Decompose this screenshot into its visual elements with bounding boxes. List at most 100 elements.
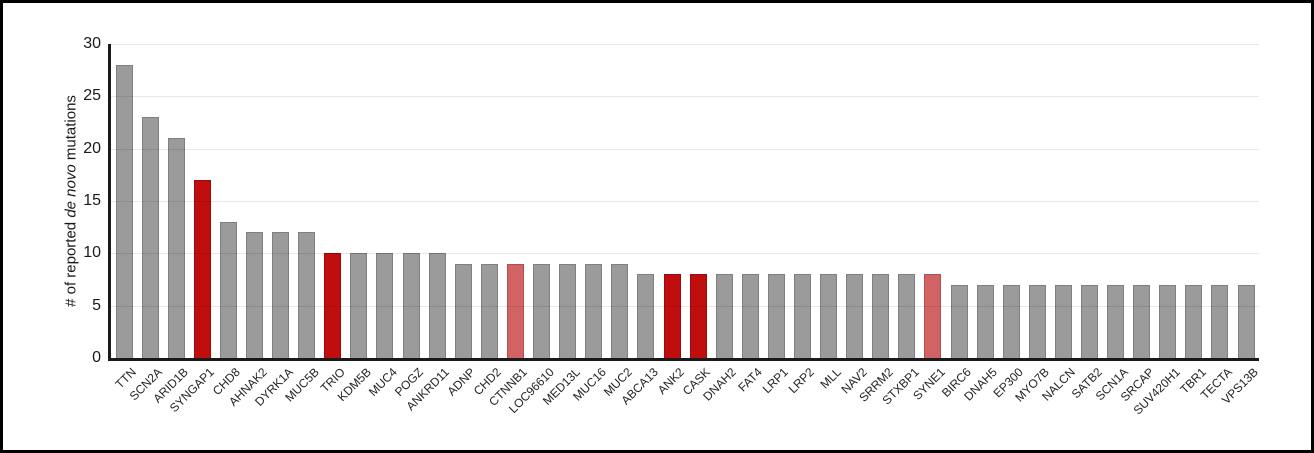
bar-chd2 xyxy=(480,263,498,358)
bar-slot: SUV420H1 xyxy=(1130,44,1183,417)
bar-dyrk1a xyxy=(272,232,290,358)
bar-slot: SRRM2 xyxy=(856,44,896,405)
bar-scn1a xyxy=(1107,284,1125,358)
gridline-15 xyxy=(111,201,1259,202)
bar-myo7b xyxy=(1028,284,1046,358)
bar-nav2 xyxy=(846,274,864,358)
bar-slot: POGZ xyxy=(392,44,426,399)
bar-slot: NALCN xyxy=(1040,44,1078,404)
bar-slot: SRCAP xyxy=(1117,44,1157,404)
bar-slot: EP300 xyxy=(991,44,1026,400)
bar-kdm5b xyxy=(350,253,368,358)
y-tick-label-5: 5 xyxy=(92,296,101,314)
bar-slot: MLL xyxy=(816,44,843,391)
bar-slot: TTN xyxy=(111,44,139,391)
bar-srcap xyxy=(1133,284,1151,358)
bar-slot: CHD8 xyxy=(210,44,243,398)
bar-syne1 xyxy=(924,274,942,358)
bar-arid1b xyxy=(167,138,185,358)
gridline-5 xyxy=(111,305,1259,307)
bar-slot: MYO7B xyxy=(1013,44,1052,405)
plot-area: TTN SCN2A ARID1B SYNGAP1 CHD8 AHNAK2 DYRK1A MUC… xyxy=(111,44,1261,417)
bar-slot: CHD2 xyxy=(471,44,504,398)
y-tick-label-30: 30 xyxy=(83,35,101,52)
bar-slot: ADNP xyxy=(445,44,478,398)
bar-slot: STXBP1 xyxy=(879,44,922,407)
bar-slot: DNAH2 xyxy=(700,44,739,404)
y-tick-label-20: 20 xyxy=(83,139,101,157)
bar-cask xyxy=(689,274,707,358)
bar-slot: LRP1 xyxy=(760,44,791,396)
y-tick-label-25: 25 xyxy=(83,87,101,105)
bar-slot: SCN1A xyxy=(1092,44,1131,403)
bar-slot: TRIO xyxy=(318,44,348,395)
bar-slot: MUC5B xyxy=(282,44,322,405)
bar-slot: NAV2 xyxy=(838,44,870,396)
y-tick-label-10: 10 xyxy=(83,244,101,262)
bar-ank2 xyxy=(663,274,681,358)
bar-slot: FAT4 xyxy=(736,44,765,395)
bar-stxbp1 xyxy=(898,274,916,358)
bar-mll xyxy=(820,274,838,358)
bar-slot: LRP2 xyxy=(786,44,817,396)
bar-slot: CTNNB1 xyxy=(487,44,530,409)
bar-ctnnb1 xyxy=(506,263,524,358)
bar-chd8 xyxy=(219,221,237,358)
y-tick-label-15: 15 xyxy=(83,192,101,209)
bar-ttn xyxy=(115,64,133,358)
bar-lrp2 xyxy=(793,274,811,358)
bar-pogz xyxy=(402,253,420,358)
bar-slot: TBR1 xyxy=(1177,44,1209,397)
bar-slot: ANK2 xyxy=(655,44,687,397)
bar-lrp1 xyxy=(767,274,785,358)
bar-slot: SYNGAP1 xyxy=(167,44,217,415)
bar-loc96610 xyxy=(533,263,551,358)
bar-muc16 xyxy=(585,263,603,358)
bar-med13l xyxy=(559,263,577,358)
bar-ahnak2 xyxy=(246,232,264,358)
bar-nalcn xyxy=(1054,284,1072,358)
bar-slot: BIRC6 xyxy=(939,44,974,400)
bar-vps13b xyxy=(1237,284,1255,358)
bar-syngap1 xyxy=(193,180,211,358)
bar-slot: AHNAK2 xyxy=(226,44,269,409)
bar-birc6 xyxy=(950,284,968,358)
gridline-10 xyxy=(111,253,1259,255)
bar-slot: ANKRD11 xyxy=(404,44,452,413)
bar-abca13 xyxy=(637,274,655,358)
bar-ankrd11 xyxy=(428,253,446,358)
x-axis-line xyxy=(108,358,1259,361)
bar-slot: MUC16 xyxy=(570,44,609,404)
bar-dnah5 xyxy=(976,284,994,358)
bar-slot: SYNE1 xyxy=(910,44,948,403)
bar-adnp xyxy=(454,263,472,358)
bar-slot: VPS13B xyxy=(1219,44,1261,407)
bar-slot: CASK xyxy=(680,44,713,398)
bar-srrm2 xyxy=(872,274,890,358)
bar-slot: DYRK1A xyxy=(252,44,296,409)
bar-slot: MUC4 xyxy=(366,44,400,399)
bar-tecta xyxy=(1211,284,1229,358)
bar-muc2 xyxy=(611,263,629,358)
bars-container: TTN SCN2A ARID1B SYNGAP1 CHD8 AHNAK2 DYRK1A MUC… xyxy=(111,44,1261,417)
bar-satb2 xyxy=(1081,284,1099,358)
bar-ep300 xyxy=(1002,284,1020,358)
bar-muc4 xyxy=(376,253,394,358)
gridline-20 xyxy=(111,148,1259,150)
bar-slot: SCN2A xyxy=(127,44,165,403)
bar-slot: LOC96610 xyxy=(506,44,556,416)
bar-suv420h1 xyxy=(1159,284,1177,358)
bar-slot: SATB2 xyxy=(1068,44,1104,401)
bar-dnah2 xyxy=(715,274,733,358)
bar-trio xyxy=(324,253,342,358)
bar-slot: MED13L xyxy=(540,44,583,408)
bar-slot: ABCA13 xyxy=(618,44,661,407)
bar-tbr1 xyxy=(1185,284,1203,358)
bar-slot: DNAH5 xyxy=(961,44,1000,404)
bar-slot: TECTA xyxy=(1198,44,1235,402)
gridline-25 xyxy=(111,96,1259,98)
bar-slot: ARID1B xyxy=(151,44,191,406)
bar-slot: KDM5B xyxy=(335,44,374,404)
bar-muc5b xyxy=(298,232,316,358)
